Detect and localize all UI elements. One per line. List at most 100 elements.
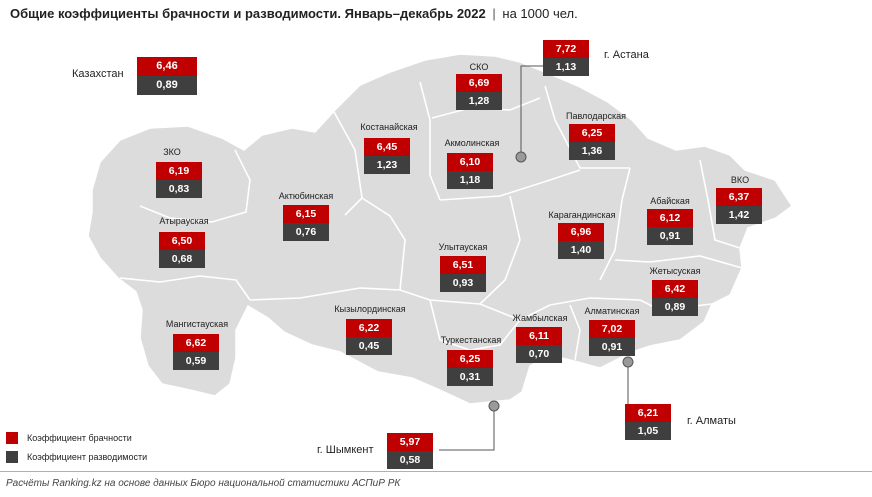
marriage-value: 6,22	[346, 319, 392, 337]
divorce-value: 0,70	[516, 345, 562, 363]
city-values-astana: 7,72 1,13	[543, 40, 589, 76]
marriage-value: 6,11	[516, 327, 562, 345]
border-south	[479, 297, 641, 321]
marriage-value: 6,19	[156, 162, 202, 180]
shymkent-leader	[439, 406, 495, 451]
marriage-value: 6,45	[364, 138, 410, 156]
region-name-pavlodar: Павлодарская	[566, 111, 626, 121]
region-values-kyzylorda: 6,22 0,45	[346, 319, 392, 355]
region-name-vko: ВКО	[730, 175, 750, 185]
divorce-value: 1,36	[569, 142, 615, 160]
marriage-value: 6,25	[569, 124, 615, 142]
marriage-value: 6,51	[440, 256, 486, 274]
region-values-karaganda: 6,96 1,40	[558, 223, 604, 259]
divorce-value: 0,91	[589, 338, 635, 356]
divorce-value: 0,89	[137, 76, 197, 95]
marriage-value: 6,10	[447, 153, 493, 171]
divorce-value: 1,18	[447, 171, 493, 189]
marriage-value: 5,97	[387, 433, 433, 451]
legend-label-marriage: Коэффициент брачности	[27, 433, 132, 443]
region-name-almaty-reg: Алматинская	[584, 306, 640, 316]
marriage-value: 6,42	[652, 280, 698, 298]
border-ulytau-karaganda	[479, 195, 521, 305]
border-zhambyl-almaty	[569, 304, 581, 361]
marriage-value: 6,37	[716, 188, 762, 206]
region-name-atyrau: Атырауская	[159, 216, 209, 226]
region-name-ulytau: Улытауская	[438, 242, 488, 252]
divorce-value: 1,42	[716, 206, 762, 224]
region-values-vko: 6,37 1,42	[716, 188, 762, 224]
border-atyrau-mangystau	[119, 275, 251, 301]
city-values-shymkent: 5,97 0,58	[387, 433, 433, 469]
divorce-value: 0,58	[387, 451, 433, 469]
border-akmola-karaganda	[439, 169, 581, 201]
marriage-value: 6,46	[137, 57, 197, 76]
divorce-value: 0,89	[652, 298, 698, 316]
chart-title: Общие коэффициенты брачности и разводимо…	[10, 6, 578, 21]
region-values-atyrau: 6,50 0,68	[159, 232, 205, 268]
region-name-aktobe: Актюбинская	[278, 191, 334, 201]
region-name-karaganda: Карагандинская	[548, 210, 616, 220]
marriage-value: 6,96	[558, 223, 604, 241]
divorce-value: 1,05	[625, 422, 671, 440]
almaty-marker	[622, 356, 634, 368]
border-abai-vko	[699, 159, 741, 249]
border-karaganda-abai	[599, 167, 631, 281]
region-values-aktobe: 6,15 0,76	[283, 205, 329, 241]
region-name-turkestan: Туркестанская	[440, 335, 502, 345]
marriage-value: 6,50	[159, 232, 205, 250]
marriage-value: 6,12	[647, 209, 693, 227]
legend-swatch-divorce	[6, 451, 18, 463]
callout-lines	[439, 65, 629, 451]
border-aktobe-kostanay	[333, 111, 363, 216]
divorce-value: 0,31	[447, 368, 493, 386]
divorce-value: 0,93	[440, 274, 486, 292]
marriage-value: 7,72	[543, 40, 589, 58]
city-name-astana: г. Астана	[604, 49, 649, 61]
map-outline	[87, 53, 794, 405]
divorce-value: 0,45	[346, 337, 392, 355]
region-values-mangystau: 6,62 0,59	[173, 334, 219, 370]
marriage-value: 6,25	[447, 350, 493, 368]
border-kyzylorda	[249, 287, 481, 305]
border-abai-zhetysu	[614, 255, 743, 269]
region-values-pavlodar: 6,25 1,36	[569, 124, 615, 160]
footer-source: Расчёты Ranking.kz на основе данных Бюро…	[6, 478, 401, 489]
city-values-almaty: 6,21 1,05	[625, 404, 671, 440]
divorce-value: 1,13	[543, 58, 589, 76]
region-name-zhambyl: Жамбылская	[512, 313, 568, 323]
border-aktobe-ulytau	[361, 197, 406, 291]
divorce-value: 0,91	[647, 227, 693, 245]
divorce-value: 0,68	[159, 250, 205, 268]
marriage-value: 6,62	[173, 334, 219, 352]
divorce-value: 0,83	[156, 180, 202, 198]
region-name-mangystau: Мангистауская	[165, 319, 229, 329]
divorce-value: 1,40	[558, 241, 604, 259]
region-values-ulytau: 6,51 0,93	[440, 256, 486, 292]
kazakhstan-values: 6,46 0,89	[137, 57, 197, 95]
title-unit: на 1000 чел.	[502, 6, 578, 21]
divorce-value: 1,23	[364, 156, 410, 174]
region-values-turkestan: 6,25 0,31	[447, 350, 493, 386]
shymkent-marker	[488, 400, 500, 412]
astana-marker	[515, 151, 527, 163]
border-zko-aktobe	[139, 149, 251, 223]
divorce-value: 0,76	[283, 223, 329, 241]
marriage-value: 6,69	[456, 74, 502, 92]
title-main: Общие коэффициенты брачности и разводимо…	[10, 6, 486, 21]
region-values-almaty-reg: 7,02 0,91	[589, 320, 635, 356]
border-kostanay-akmola	[419, 81, 441, 201]
region-values-akmola: 6,10 1,18	[447, 153, 493, 189]
region-name-zhetysu: Жетысуская	[649, 266, 701, 276]
region-borders	[119, 81, 743, 361]
region-name-sko: СКО	[469, 62, 489, 72]
legend-marriage: Коэффициент брачности	[6, 432, 132, 444]
region-values-kostanay: 6,45 1,23	[364, 138, 410, 174]
divorce-value: 0,59	[173, 352, 219, 370]
marriage-value: 7,02	[589, 320, 635, 338]
region-name-zko: ЗКО	[163, 147, 181, 157]
region-name-akmola: Акмолинская	[444, 138, 500, 148]
legend-swatch-marriage	[6, 432, 18, 444]
region-values-sko: 6,69 1,28	[456, 74, 502, 110]
